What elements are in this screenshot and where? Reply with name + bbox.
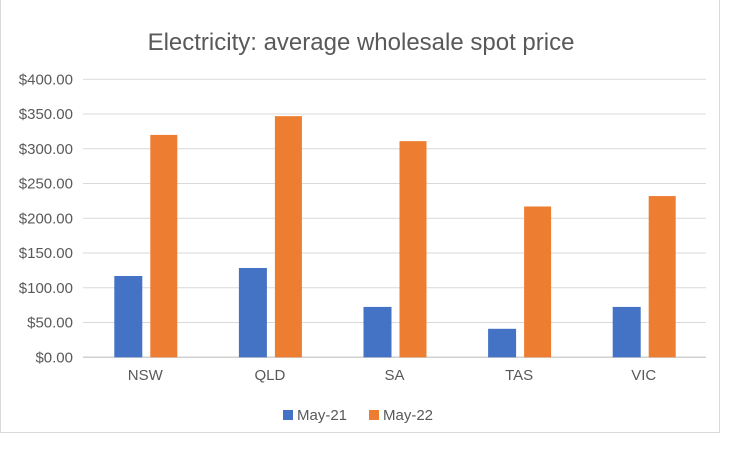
legend-label: May-21 — [297, 407, 347, 424]
bar-tas-may-21 — [488, 328, 517, 358]
bar-sa-may-21 — [363, 306, 392, 358]
x-tick-label: QLD — [254, 367, 285, 384]
bar-nsw-may-21 — [114, 275, 143, 358]
chart-title: Electricity: average wholesale spot pric… — [148, 29, 575, 56]
bar-tas-may-22 — [524, 206, 552, 358]
bar-qld-may-21 — [238, 267, 267, 358]
y-tick-label: $150.00 — [19, 245, 73, 262]
y-tick-label: $300.00 — [19, 141, 73, 158]
bar-sa-may-22 — [399, 141, 427, 358]
y-tick-label: $250.00 — [19, 176, 73, 193]
legend-label: May-22 — [383, 407, 433, 424]
bar-nsw-may-22 — [150, 134, 178, 358]
bar-qld-may-22 — [274, 116, 302, 358]
bar-vic-may-21 — [612, 306, 641, 358]
y-tick-label: $50.00 — [27, 315, 73, 332]
legend-swatch — [369, 410, 379, 420]
legend-swatch — [283, 410, 293, 420]
bar-vic-may-22 — [648, 196, 676, 358]
chart-frame — [0, 0, 720, 433]
y-tick-label: $0.00 — [35, 349, 73, 366]
y-tick-label: $100.00 — [19, 280, 73, 297]
y-tick-label: $200.00 — [19, 210, 73, 227]
y-tick-label: $350.00 — [19, 106, 73, 123]
x-tick-label: NSW — [128, 367, 164, 384]
y-tick-label: $400.00 — [19, 71, 73, 88]
x-tick-label: VIC — [631, 367, 656, 384]
x-tick-label: SA — [384, 367, 404, 384]
x-tick-label: TAS — [505, 367, 533, 384]
